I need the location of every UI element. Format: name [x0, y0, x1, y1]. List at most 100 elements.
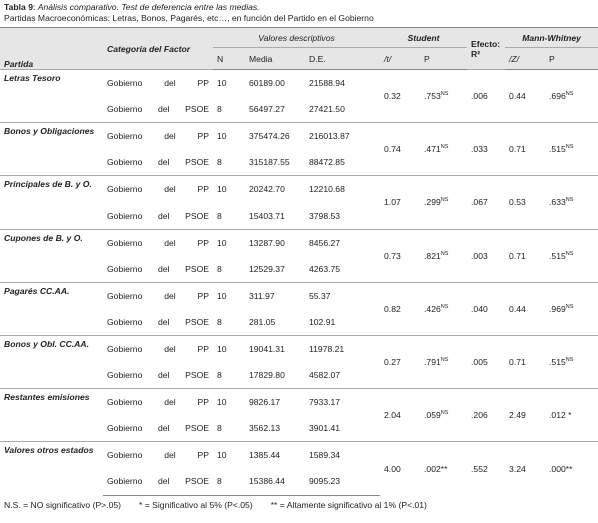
header-cell: N	[213, 47, 245, 70]
z-value: 2.49	[505, 388, 546, 442]
significance-note: NS	[440, 250, 449, 257]
header-cell: Mann-Whitney	[505, 27, 598, 48]
header-cell: Efecto: R²	[467, 27, 506, 70]
categoria: Gobierno del PP	[103, 69, 213, 97]
effect: .006	[467, 68, 506, 123]
de: 3901.41	[309, 423, 341, 434]
table-row: Bonos y Obl. CC.AA. Gobierno del PP 10 1904…	[0, 334, 598, 389]
media: 281.05	[249, 316, 276, 327]
categoria: Gobierno del PP	[103, 228, 213, 256]
header-cell: Partida	[0, 27, 103, 70]
significance-note: NS	[565, 303, 574, 310]
p-number: .696	[549, 91, 566, 102]
categoria: Gobierno del PSOE	[107, 104, 209, 115]
categoria: Gobierno del PP	[103, 388, 213, 416]
media: 1385.44	[245, 441, 305, 469]
p-value: .515NS	[545, 122, 598, 176]
footnote: N.S. = NO significativo (P>.05)	[4, 499, 122, 510]
table-label: Tabla 9	[4, 2, 33, 12]
n: 8	[217, 157, 222, 168]
table-row: Letras Tesoro Gobierno del PP 10 60189.00 21…	[0, 68, 598, 123]
table-body: Letras Tesoro Gobierno del PP 10 60189.00 21…	[0, 68, 598, 496]
table-row: Cupones de B. y O. Gobierno del PP 10 13287…	[0, 228, 598, 283]
p-value: .000**	[545, 441, 598, 495]
de: 4582.07	[309, 370, 341, 381]
z-value: 0.44	[505, 68, 546, 123]
partida: Pagarés CC.AA.	[0, 281, 103, 336]
table-row: Gobierno del PSOE 8 15403.71 3798.53	[0, 202, 598, 229]
n: 10	[213, 281, 245, 309]
p-value: .753NS	[420, 68, 468, 123]
header-cell: /Z/	[505, 47, 546, 70]
t-value: 4.00	[380, 441, 421, 495]
effect: .005	[467, 334, 506, 389]
t-value: 0.27	[380, 334, 421, 389]
significance-note: NS	[440, 303, 449, 310]
p-number: .426	[424, 303, 441, 314]
significance-note: NS	[440, 144, 449, 151]
table-row: Gobierno del PSOE 8 315187.55 88472.85	[0, 149, 598, 176]
t-value: 0.74	[380, 122, 421, 176]
table-row: Bonos y Obligaciones Gobierno del PP 10 375…	[0, 122, 598, 176]
p-number: .821	[424, 250, 441, 261]
n: 8	[217, 423, 222, 434]
partida: Bonos y Obl. CC.AA.	[0, 334, 103, 389]
categoria: Gobierno del PSOE	[107, 316, 209, 327]
table-row: Gobierno del PSOE 8 12529.37 4263.75	[0, 256, 598, 283]
z-value: 0.71	[505, 228, 546, 283]
de: 3798.53	[309, 210, 341, 221]
media: 9826.17	[245, 388, 305, 416]
p-value: .791NS	[420, 334, 468, 389]
media: 12529.37	[249, 263, 285, 274]
categoria: Gobierno del PSOE	[107, 157, 209, 168]
p-value: .299NS	[420, 175, 468, 230]
results-table: Partida Categoría del Factor Valores des…	[0, 27, 598, 496]
de: 7933.17	[305, 388, 381, 416]
significance-note: NS	[565, 357, 574, 364]
media: 17829.80	[249, 370, 285, 381]
z-value: 0.71	[505, 122, 546, 176]
p-number: .969	[549, 303, 566, 314]
z-value: 3.24	[505, 441, 546, 495]
partida: Bonos y Obligaciones	[0, 122, 103, 176]
media: 60189.00	[245, 69, 305, 97]
de: 102.91	[309, 316, 336, 327]
header-cell: D.E.	[305, 47, 381, 70]
n: 10	[213, 122, 245, 150]
footnote: ** = Altamente significativo al 1% (P<.0…	[270, 499, 427, 510]
de: 216013.87	[305, 122, 381, 150]
significance-note: NS	[565, 250, 574, 257]
media: 3562.13	[249, 423, 281, 434]
n: 8	[217, 210, 222, 221]
media: 15386.44	[245, 468, 305, 496]
de: 55.37	[305, 281, 381, 309]
p-value: .002**	[420, 441, 468, 495]
media: 13287.90	[245, 228, 305, 256]
p-value: .696NS	[545, 68, 598, 123]
p-number: .299	[424, 197, 441, 208]
significance-note: NS	[565, 144, 574, 151]
de: 8456.27	[305, 228, 381, 256]
de: 27421.50	[309, 104, 345, 115]
categoria: Gobierno del PP	[103, 334, 213, 363]
partida: Letras Tesoro	[0, 68, 103, 123]
categoria: Gobierno del PSOE	[107, 370, 209, 381]
table-row: Gobierno del PSOE 8 3562.13 3901.41	[0, 415, 598, 442]
p-value: .059NS	[420, 388, 468, 442]
n: 10	[213, 334, 245, 363]
caption: Tabla 9: Análisis comparativo. Test de d…	[4, 2, 374, 23]
t-value: 0.32	[380, 68, 421, 123]
p-number: .515	[549, 144, 566, 155]
n: 8	[217, 104, 222, 115]
media: 311.97	[245, 281, 305, 309]
table-row: Gobierno del PSOE 8 56497.27 27421.50	[0, 96, 598, 123]
table-row: Gobierno del PSOE 8 281.05 102.91	[0, 309, 598, 336]
table-row: Gobierno del PSOE 8 17829.80 4582.07	[0, 362, 598, 389]
partida: Restantes emisiones	[0, 388, 103, 442]
z-value: 0.71	[505, 334, 546, 389]
n: 8	[217, 370, 222, 381]
effect: .033	[467, 122, 506, 176]
significance-note: NS	[440, 91, 449, 98]
effect: .067	[467, 175, 506, 230]
